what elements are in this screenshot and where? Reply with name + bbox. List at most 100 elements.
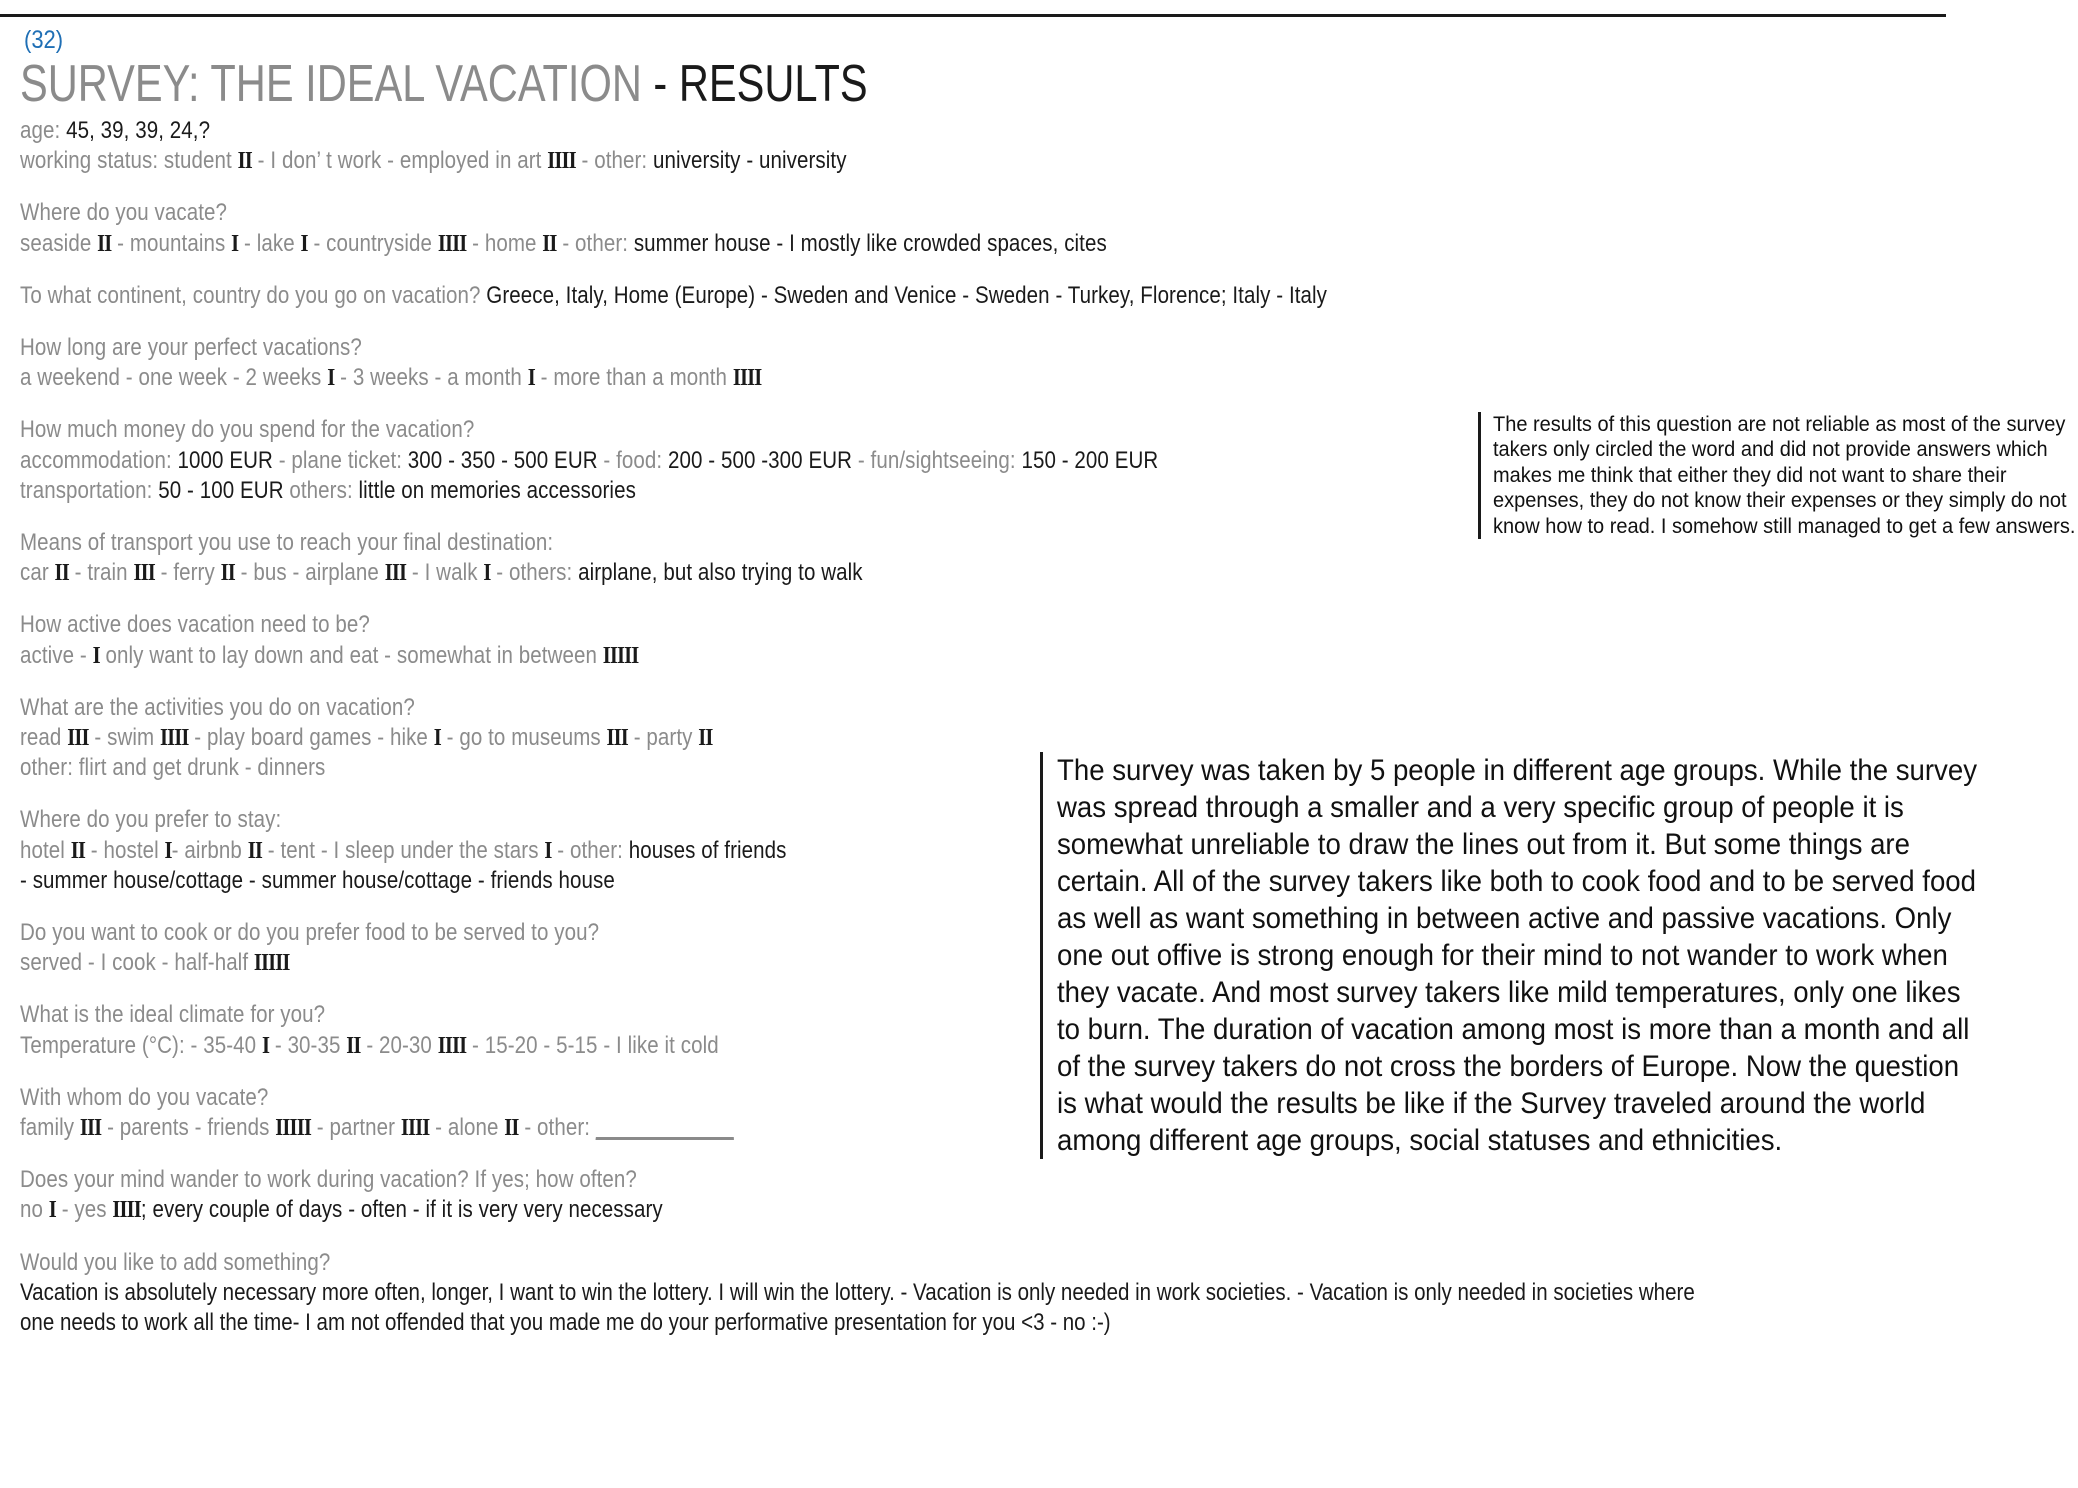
section-climate: What is the ideal climate for you? Tempe… [20, 1000, 1720, 1060]
value-others-money: little on memories accessories [358, 476, 636, 504]
opt-home: - home [466, 229, 543, 257]
opt-hostel: - hostel [84, 836, 165, 864]
answers-stay-continued: - summer house/cottage - summer house/co… [20, 866, 1474, 896]
opt-temp-30-35: - 30-35 [269, 1031, 347, 1059]
status-other-value: university - university [653, 147, 847, 175]
tally-swim: IIII [159, 725, 189, 752]
opt-parents-friends: - parents - friends [101, 1114, 276, 1142]
label-food: - food: [597, 446, 668, 474]
tally-under-the-stars: I [544, 837, 552, 864]
opt-tent-stars: - tent - I sleep under the stars [261, 836, 545, 864]
header-divider-rule [0, 14, 1946, 17]
tally-partner: IIII [400, 1115, 430, 1142]
section-mind-wander: Does your mind wander to work during vac… [20, 1165, 1720, 1225]
answers-stay: hotel II - hostel I- airbnb II - tent - … [20, 836, 1474, 866]
callout-survey-summary-text: The survey was taken by 5 people in diff… [1057, 754, 1978, 1157]
tally-hike: I [433, 725, 442, 752]
page-number: (32) [24, 26, 64, 54]
opt-other-stay-label: - other: [551, 836, 629, 864]
callout-money-reliability-text: The results of this question are not rel… [1493, 412, 2076, 538]
tally-train: III [133, 560, 155, 587]
answers-money-line-1: accommodation: 1000 EUR - plane ticket: … [20, 446, 1474, 476]
tally-airplane: III [384, 560, 407, 587]
opt-duration-prefix: a weekend - one week - 2 weeks [20, 364, 328, 392]
section-transport: Means of transport you use to reach your… [20, 528, 1720, 588]
tally-friends: IIIII [275, 1115, 312, 1142]
answers-transport: car II - train III - ferry II - bus - ai… [20, 558, 1474, 588]
age-value: 45, 39, 39, 24,? [66, 117, 211, 144]
tally-yes: IIII [112, 1197, 141, 1224]
question-add-something: Would you like to add something? [20, 1248, 331, 1276]
question-activities: What are the activities you do on vacati… [20, 693, 415, 721]
question-money: How much money do you spend for the vaca… [20, 416, 475, 444]
tally-temp-30-35: II [346, 1032, 361, 1059]
answer-add-something: Vacation is absolutely necessary more of… [20, 1278, 1695, 1337]
tally-museums: III [606, 725, 629, 752]
section-money: How much money do you spend for the vaca… [20, 415, 1720, 506]
tally-no: I [48, 1197, 57, 1224]
opt-a-month: - 3 weeks - a month [334, 364, 528, 392]
status-label: working status: student [20, 147, 238, 175]
question-cook-or-served: Do you want to cook or do you prefer foo… [20, 919, 600, 947]
opt-countryside: - countryside [307, 229, 438, 257]
tally-seaside: II [97, 230, 112, 257]
tally-car: II [54, 560, 70, 587]
opt-family: family [20, 1114, 80, 1142]
answer-others-transport: airplane, but also trying to walk [578, 559, 863, 587]
answers-where-vacate: seaside II - mountains I - lake I - coun… [20, 229, 1474, 259]
opt-hike: - play board games - hike [188, 724, 434, 752]
opt-yes: - yes [55, 1196, 113, 1224]
question-where-vacate: Where do you vacate? [20, 199, 228, 227]
section-duration: How long are your perfect vacations? a w… [20, 333, 1720, 393]
status-other-label: - other: [575, 147, 654, 175]
opt-partner: - partner [310, 1114, 401, 1142]
survey-results-body: age: 45, 39, 39, 24,? working status: st… [20, 116, 1720, 1338]
opt-ferry: - ferry [154, 559, 221, 587]
opt-active: active - [20, 641, 93, 669]
tally-half-half: IIIII [253, 950, 291, 977]
opt-i-walk: - I walk [406, 559, 484, 587]
value-transportation: 50 - 100 EUR [158, 476, 284, 504]
opt-read: read [20, 724, 68, 752]
opt-other-label: - other: [556, 229, 634, 257]
section-add-something: Would you like to add something? Vacatio… [20, 1248, 1720, 1339]
opt-temp-rest: - 15-20 - 5-15 - I like it cold [466, 1031, 719, 1059]
answers-climate: Temperature (°C): - 35-40 I - 30-35 II -… [20, 1031, 1474, 1061]
callout-survey-summary: The survey was taken by 5 people in diff… [1040, 752, 1980, 1159]
answers-activities: read III - swim IIII - play board games … [20, 723, 1474, 753]
question-continent-country: To what continent, country do you go on … [20, 281, 1474, 311]
section-with-whom: With whom do you vacate? family III - pa… [20, 1083, 1720, 1143]
tally-alone: II [504, 1115, 519, 1142]
opt-train: - train [68, 559, 134, 587]
opt-bus-airplane: - bus - airplane [234, 559, 385, 587]
section-continent-country: To what continent, country do you go on … [20, 281, 1720, 311]
tally-ferry: II [220, 560, 236, 587]
opt-temp-35-40: Temperature (°C): - 35-40 [20, 1031, 262, 1059]
tally-2-weeks: I [327, 365, 335, 392]
label-plane-ticket: - plane ticket: [272, 446, 408, 474]
answer-stay-continued-text: - summer house/cottage - summer house/co… [20, 866, 615, 894]
question-with-whom: With whom do you vacate? [20, 1083, 269, 1111]
answer-continent-country: Greece, Italy, Home (Europe) - Sweden an… [486, 281, 1328, 309]
tally-read: III [67, 725, 89, 752]
tally-party: II [698, 725, 713, 752]
tally-employed-in-art: IIII [547, 148, 576, 175]
answers-cook-or-served: served - I cook - half-half IIIII [20, 948, 1474, 978]
tally-lake: I [300, 230, 309, 257]
tally-mountains: I [231, 230, 239, 257]
answer-mind-wander-detail: ; every couple of days - often - if it i… [140, 1196, 663, 1224]
intro-age-line: age: 45, 39, 39, 24,? [20, 116, 1474, 146]
opt-party: - party [627, 724, 699, 752]
tally-i-walk: I [483, 560, 491, 587]
label-accommodation: accommodation: [20, 446, 178, 474]
value-fun-sightseeing: 150 - 200 EUR [1021, 446, 1159, 474]
section-cook-or-served: Do you want to cook or do you prefer foo… [20, 918, 1720, 978]
answers-activity-level: active - I only want to lay down and eat… [20, 641, 1474, 671]
tally-hostel: I [164, 837, 173, 864]
value-food: 200 - 500 -300 EUR [667, 446, 853, 474]
tally-hotel: II [70, 837, 86, 864]
opt-other-with-whom-label: - other: [518, 1114, 596, 1142]
opt-served-cook-halfhalf: served - I cook - half-half [20, 949, 254, 977]
age-label: age: [20, 117, 67, 144]
answers-activities-other: other: flirt and get drunk - dinners [20, 754, 326, 782]
